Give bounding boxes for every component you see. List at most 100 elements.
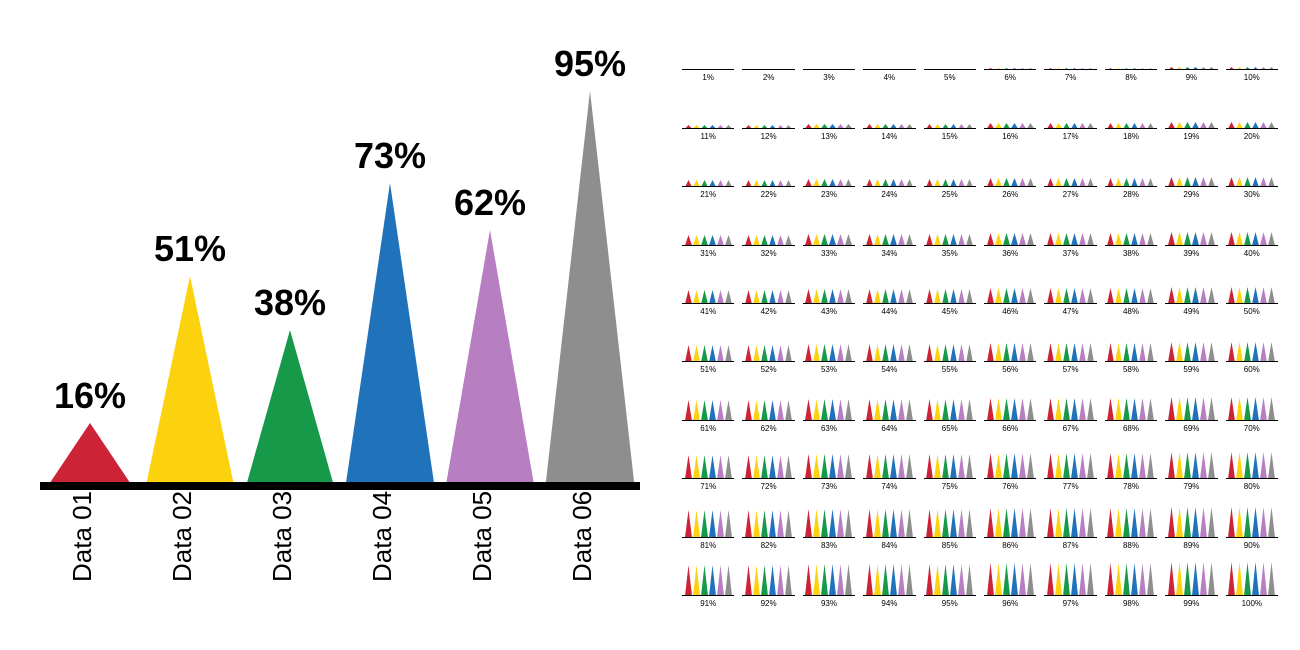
mini-chart	[924, 324, 976, 362]
mini-cone	[1208, 452, 1215, 479]
mini-cone	[685, 400, 692, 421]
mini-cone	[1252, 342, 1259, 362]
mini-cone	[1208, 342, 1215, 362]
mini-cone	[785, 510, 792, 538]
mini-cone	[966, 289, 973, 304]
mini-pct-label: 93%	[801, 598, 857, 610]
mini-cone	[1123, 563, 1130, 596]
mini-baseline	[1165, 69, 1217, 70]
mini-cone	[1192, 397, 1199, 420]
mini-cone	[685, 345, 692, 362]
mini-pct-label: 44%	[861, 306, 917, 318]
grid-cell: 33%	[801, 205, 857, 259]
mini-chart	[1226, 149, 1278, 187]
mini-pct-label: 35%	[922, 248, 978, 260]
mini-baseline	[1105, 361, 1157, 362]
mini-cone	[1087, 288, 1094, 304]
mini-cone	[805, 399, 812, 420]
mini-cone	[1019, 288, 1026, 304]
mini-baseline	[742, 186, 794, 187]
mini-pct-label: 83%	[801, 540, 857, 552]
grid-cell: 66%	[982, 380, 1038, 434]
mini-baseline	[1044, 478, 1096, 479]
mini-chart	[984, 441, 1036, 479]
mini-cone	[701, 455, 708, 479]
mini-baseline	[803, 245, 855, 246]
mini-cone	[1115, 288, 1122, 304]
grid-cell: 54%	[861, 322, 917, 376]
mini-cone	[701, 565, 708, 596]
mini-pct-label: 60%	[1224, 364, 1280, 376]
mini-cone	[987, 563, 994, 596]
mini-baseline	[984, 595, 1036, 596]
grid-cell: 90%	[1224, 497, 1280, 551]
grid-cell: 87%	[1042, 497, 1098, 551]
grid-cell: 60%	[1224, 322, 1280, 376]
mini-chart	[1105, 90, 1157, 128]
cone-pct-label: 73%	[345, 135, 435, 177]
mini-pct-label: 2%	[740, 72, 796, 84]
mini-cone	[1123, 288, 1130, 304]
mini-cone	[898, 564, 905, 596]
mini-cone	[821, 509, 828, 537]
mini-cone	[1200, 507, 1207, 537]
mini-cone	[745, 510, 752, 538]
mini-cone	[805, 454, 812, 479]
mini-cone	[769, 400, 776, 421]
mini-cone	[1244, 397, 1251, 421]
mini-cone	[693, 345, 700, 362]
mini-cone	[874, 509, 881, 538]
mini-baseline	[863, 595, 915, 596]
mini-baseline	[924, 478, 976, 479]
grid-cell: 84%	[861, 497, 917, 551]
mini-cone	[777, 400, 784, 421]
mini-cone	[829, 454, 836, 479]
grid-cell: 69%	[1163, 380, 1219, 434]
mini-cone	[1047, 288, 1054, 304]
mini-baseline	[803, 69, 855, 70]
mini-baseline	[924, 186, 976, 187]
mini-cone	[1003, 563, 1010, 596]
mini-cone	[1063, 563, 1070, 596]
mini-cone	[785, 455, 792, 479]
mini-cone	[934, 399, 941, 421]
grid-cell: 11%	[680, 88, 736, 142]
mini-cone	[1115, 453, 1122, 480]
mini-baseline	[863, 245, 915, 246]
mini-cone	[1168, 452, 1175, 479]
mini-chart	[682, 207, 734, 245]
mini-baseline	[984, 478, 1036, 479]
grid-cell: 57%	[1042, 322, 1098, 376]
mini-baseline	[984, 186, 1036, 187]
mini-cone	[1079, 288, 1086, 304]
mini-baseline	[984, 537, 1036, 538]
mini-chart	[863, 266, 915, 304]
mini-cone	[837, 509, 844, 537]
mini-cone	[1123, 453, 1130, 480]
mini-chart	[742, 382, 794, 420]
mini-pct-label: 10%	[1224, 72, 1280, 84]
mini-cone	[866, 509, 873, 538]
mini-cone	[1260, 507, 1267, 538]
grid-cell: 24%	[861, 147, 917, 201]
mini-chart	[863, 382, 915, 420]
mini-cone	[966, 344, 973, 363]
mini-pct-label: 36%	[982, 248, 1038, 260]
mini-cone	[785, 290, 792, 304]
x-axis-label: Data 06	[567, 491, 598, 582]
mini-chart	[742, 90, 794, 128]
mini-cone	[874, 399, 881, 421]
mini-cone	[813, 454, 820, 479]
mini-cone	[1200, 562, 1207, 596]
mini-chart	[1165, 441, 1217, 479]
mini-chart	[984, 90, 1036, 128]
mini-cone	[1236, 342, 1243, 362]
mini-cone	[761, 565, 768, 596]
mini-chart	[1165, 382, 1217, 420]
mini-cone	[1176, 397, 1183, 420]
mini-baseline	[863, 69, 915, 70]
mini-cone	[1176, 287, 1183, 304]
grid-cell: 96%	[982, 556, 1038, 610]
mini-cone	[1047, 453, 1054, 479]
mini-baseline	[863, 303, 915, 304]
